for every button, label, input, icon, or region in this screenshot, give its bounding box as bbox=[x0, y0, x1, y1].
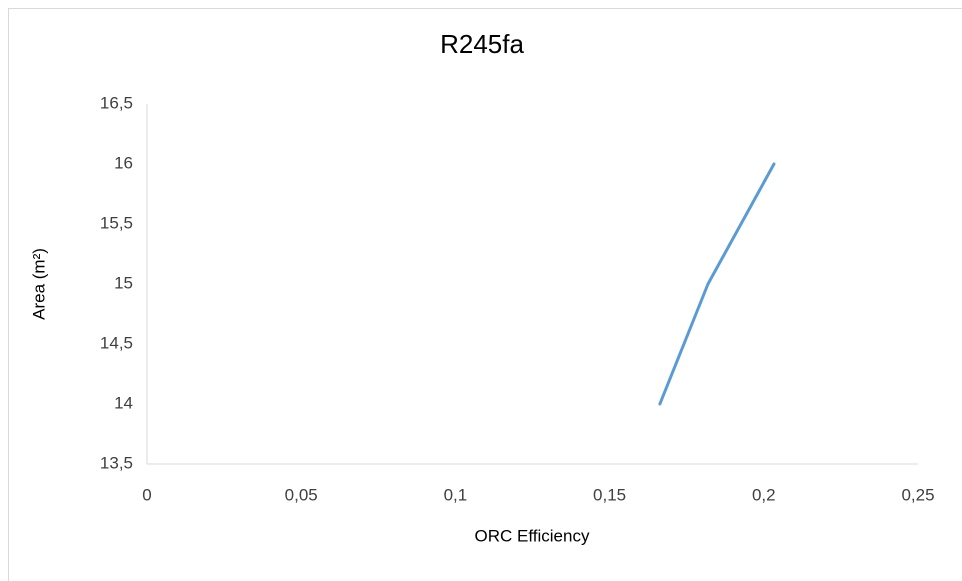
y-axis-label: Area (m²) bbox=[29, 248, 48, 320]
x-tick-label: 0,15 bbox=[593, 485, 626, 504]
chart-border bbox=[8, 8, 962, 581]
x-axis-label: ORC Efficiency bbox=[475, 526, 590, 545]
chart-title: R245fa bbox=[440, 29, 524, 59]
y-tick-label: 16 bbox=[114, 153, 133, 172]
x-tick-label: 0,05 bbox=[285, 485, 318, 504]
y-tick-label: 14,5 bbox=[100, 333, 133, 352]
x-tick-label: 0,2 bbox=[752, 485, 776, 504]
y-tick-label: 15,5 bbox=[100, 213, 133, 232]
x-tick-label: 0,25 bbox=[901, 485, 934, 504]
x-tick-label: 0,1 bbox=[444, 485, 468, 504]
x-tick-label: 0 bbox=[142, 485, 151, 504]
y-tick-label: 14 bbox=[114, 393, 133, 412]
y-tick-label: 13,5 bbox=[100, 453, 133, 472]
y-tick-label: 15 bbox=[114, 273, 133, 292]
y-tick-label: 16,5 bbox=[100, 93, 133, 112]
line-series bbox=[658, 162, 776, 406]
